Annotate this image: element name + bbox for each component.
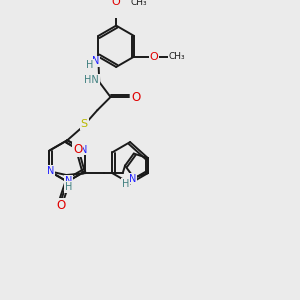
Text: N: N <box>129 174 137 184</box>
Text: O: O <box>56 199 65 212</box>
Text: O: O <box>73 143 82 156</box>
Text: H: H <box>122 179 129 189</box>
Text: CH₃: CH₃ <box>130 0 147 7</box>
Text: N: N <box>64 176 72 186</box>
Text: H: H <box>64 182 72 192</box>
Text: HN: HN <box>84 75 99 85</box>
Text: N: N <box>47 166 54 176</box>
Text: O: O <box>112 0 121 7</box>
Text: CH₃: CH₃ <box>169 52 186 61</box>
Text: S: S <box>81 119 88 129</box>
Text: N: N <box>80 145 87 154</box>
Text: N: N <box>92 56 99 66</box>
Text: H: H <box>86 60 94 70</box>
Text: O: O <box>149 52 158 61</box>
Text: O: O <box>131 91 140 103</box>
